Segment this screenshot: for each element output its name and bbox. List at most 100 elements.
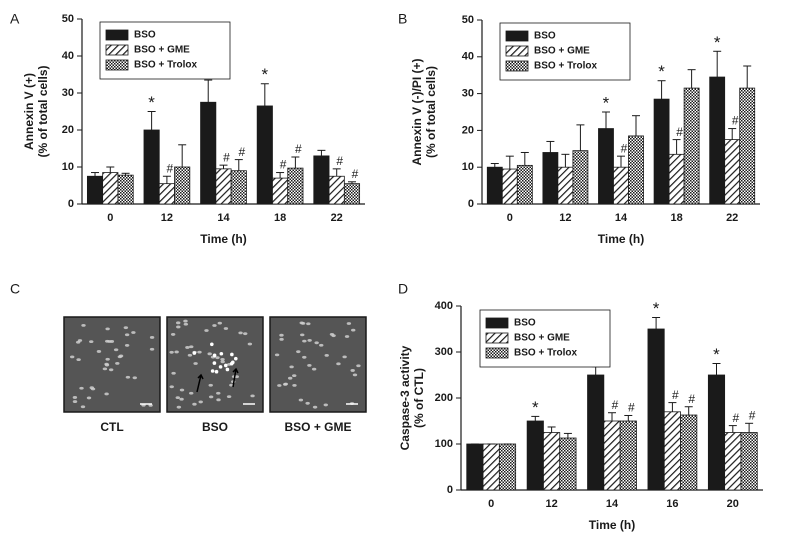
bar: [482, 443, 500, 491]
cell-nucleus: [80, 405, 86, 409]
legend-label: BSO: [514, 318, 536, 329]
bar: [486, 166, 503, 205]
cell-nucleus: [307, 363, 312, 367]
error-bar: [291, 156, 300, 169]
bar: [740, 432, 758, 491]
error-bar: [219, 164, 228, 169]
panel-label: A: [10, 11, 20, 27]
apoptotic-cell: [218, 365, 223, 369]
cell-nucleus: [238, 331, 243, 335]
error-bar: [624, 414, 633, 421]
y-tick-label: 200: [435, 392, 453, 404]
significance-mark: *: [658, 62, 665, 81]
apoptotic-cell: [233, 356, 238, 361]
apoptotic-cell: [230, 352, 234, 357]
error-bar: [490, 163, 499, 168]
cell-nucleus: [215, 356, 220, 360]
cell-nucleus: [193, 362, 198, 365]
bar: [572, 150, 589, 205]
cell-nucleus: [307, 339, 312, 342]
panel-label: B: [398, 11, 407, 27]
legend-swatch: [105, 44, 129, 56]
error-bar: [317, 149, 326, 156]
panel-label: D: [398, 281, 408, 297]
significance-mark: #: [336, 154, 343, 168]
cell-nucleus: [344, 335, 350, 338]
legend-label: BSO + Trolox: [534, 61, 598, 72]
significance-mark: #: [295, 142, 302, 156]
cell-nucleus: [323, 403, 328, 407]
cell-nucleus: [169, 350, 174, 354]
x-axis-label: Time (h): [200, 232, 246, 246]
y-axis-label: (% of total cells): [424, 66, 438, 158]
cell-nucleus: [311, 367, 317, 371]
bar: [619, 420, 637, 491]
significance-mark: *: [532, 398, 539, 417]
cell-nucleus: [105, 327, 110, 331]
error-bar: [106, 166, 115, 173]
x-tick-label: 14: [615, 212, 628, 224]
y-axis-label: (% of total cells): [36, 65, 50, 157]
significance-mark: #: [238, 145, 245, 159]
significance-mark: #: [621, 141, 628, 155]
significance-mark: *: [603, 93, 610, 112]
cell-nucleus: [174, 350, 179, 354]
significance-mark: *: [148, 93, 155, 112]
apoptotic-cell: [225, 367, 230, 372]
error-bar: [743, 65, 752, 89]
cell-nucleus: [105, 357, 110, 361]
error-bar: [576, 124, 585, 151]
bar: [587, 374, 605, 491]
significance-mark: *: [713, 345, 720, 364]
bar: [724, 432, 742, 491]
bar: [498, 443, 517, 491]
cell-nucleus: [277, 384, 282, 387]
y-tick-label: 30: [462, 88, 474, 100]
bar: [256, 105, 273, 205]
apoptotic-cell: [212, 353, 217, 358]
error-bar: [563, 432, 572, 439]
bar: [542, 152, 559, 205]
cell-nucleus: [185, 346, 190, 349]
legend-swatch: [485, 332, 509, 344]
cell-nucleus: [342, 355, 347, 359]
error-bar: [546, 140, 555, 153]
legend-label: BSO: [134, 30, 156, 41]
bar: [628, 135, 644, 205]
cell-nucleus: [226, 395, 232, 399]
cell-nucleus: [89, 386, 94, 390]
cell-nucleus: [300, 321, 306, 325]
significance-mark: #: [352, 167, 359, 181]
cell-nucleus: [77, 339, 83, 342]
cell-nucleus: [220, 357, 225, 361]
bar: [683, 87, 700, 205]
cell-nucleus: [247, 342, 253, 346]
cell-nucleus: [223, 327, 229, 330]
x-tick-label: 22: [331, 212, 343, 224]
bar: [709, 76, 726, 205]
bar: [215, 168, 232, 205]
y-axis-label: (% of CTL): [412, 368, 426, 428]
error-bar: [684, 406, 693, 416]
x-axis-label: Time (h): [598, 232, 644, 246]
cell-nucleus: [113, 348, 119, 352]
bar: [158, 183, 175, 205]
bar: [516, 164, 533, 205]
bar: [724, 139, 741, 205]
legend-label: BSO + GME: [534, 46, 590, 57]
cell-nucleus: [118, 354, 124, 358]
cell-nucleus: [89, 340, 94, 343]
cell-nucleus: [279, 337, 284, 341]
cell-nucleus: [69, 355, 75, 359]
cell-nucleus: [296, 350, 301, 354]
cell-nucleus: [187, 353, 193, 357]
cell-nucleus: [115, 361, 120, 365]
bar: [287, 167, 304, 205]
cell-nucleus: [189, 345, 194, 349]
legend-swatch: [105, 59, 129, 71]
cell-nucleus: [312, 405, 318, 409]
micrograph-label: BSO: [202, 420, 228, 434]
bar: [739, 87, 756, 205]
cell-nucleus: [108, 368, 114, 372]
significance-mark: *: [714, 33, 721, 52]
